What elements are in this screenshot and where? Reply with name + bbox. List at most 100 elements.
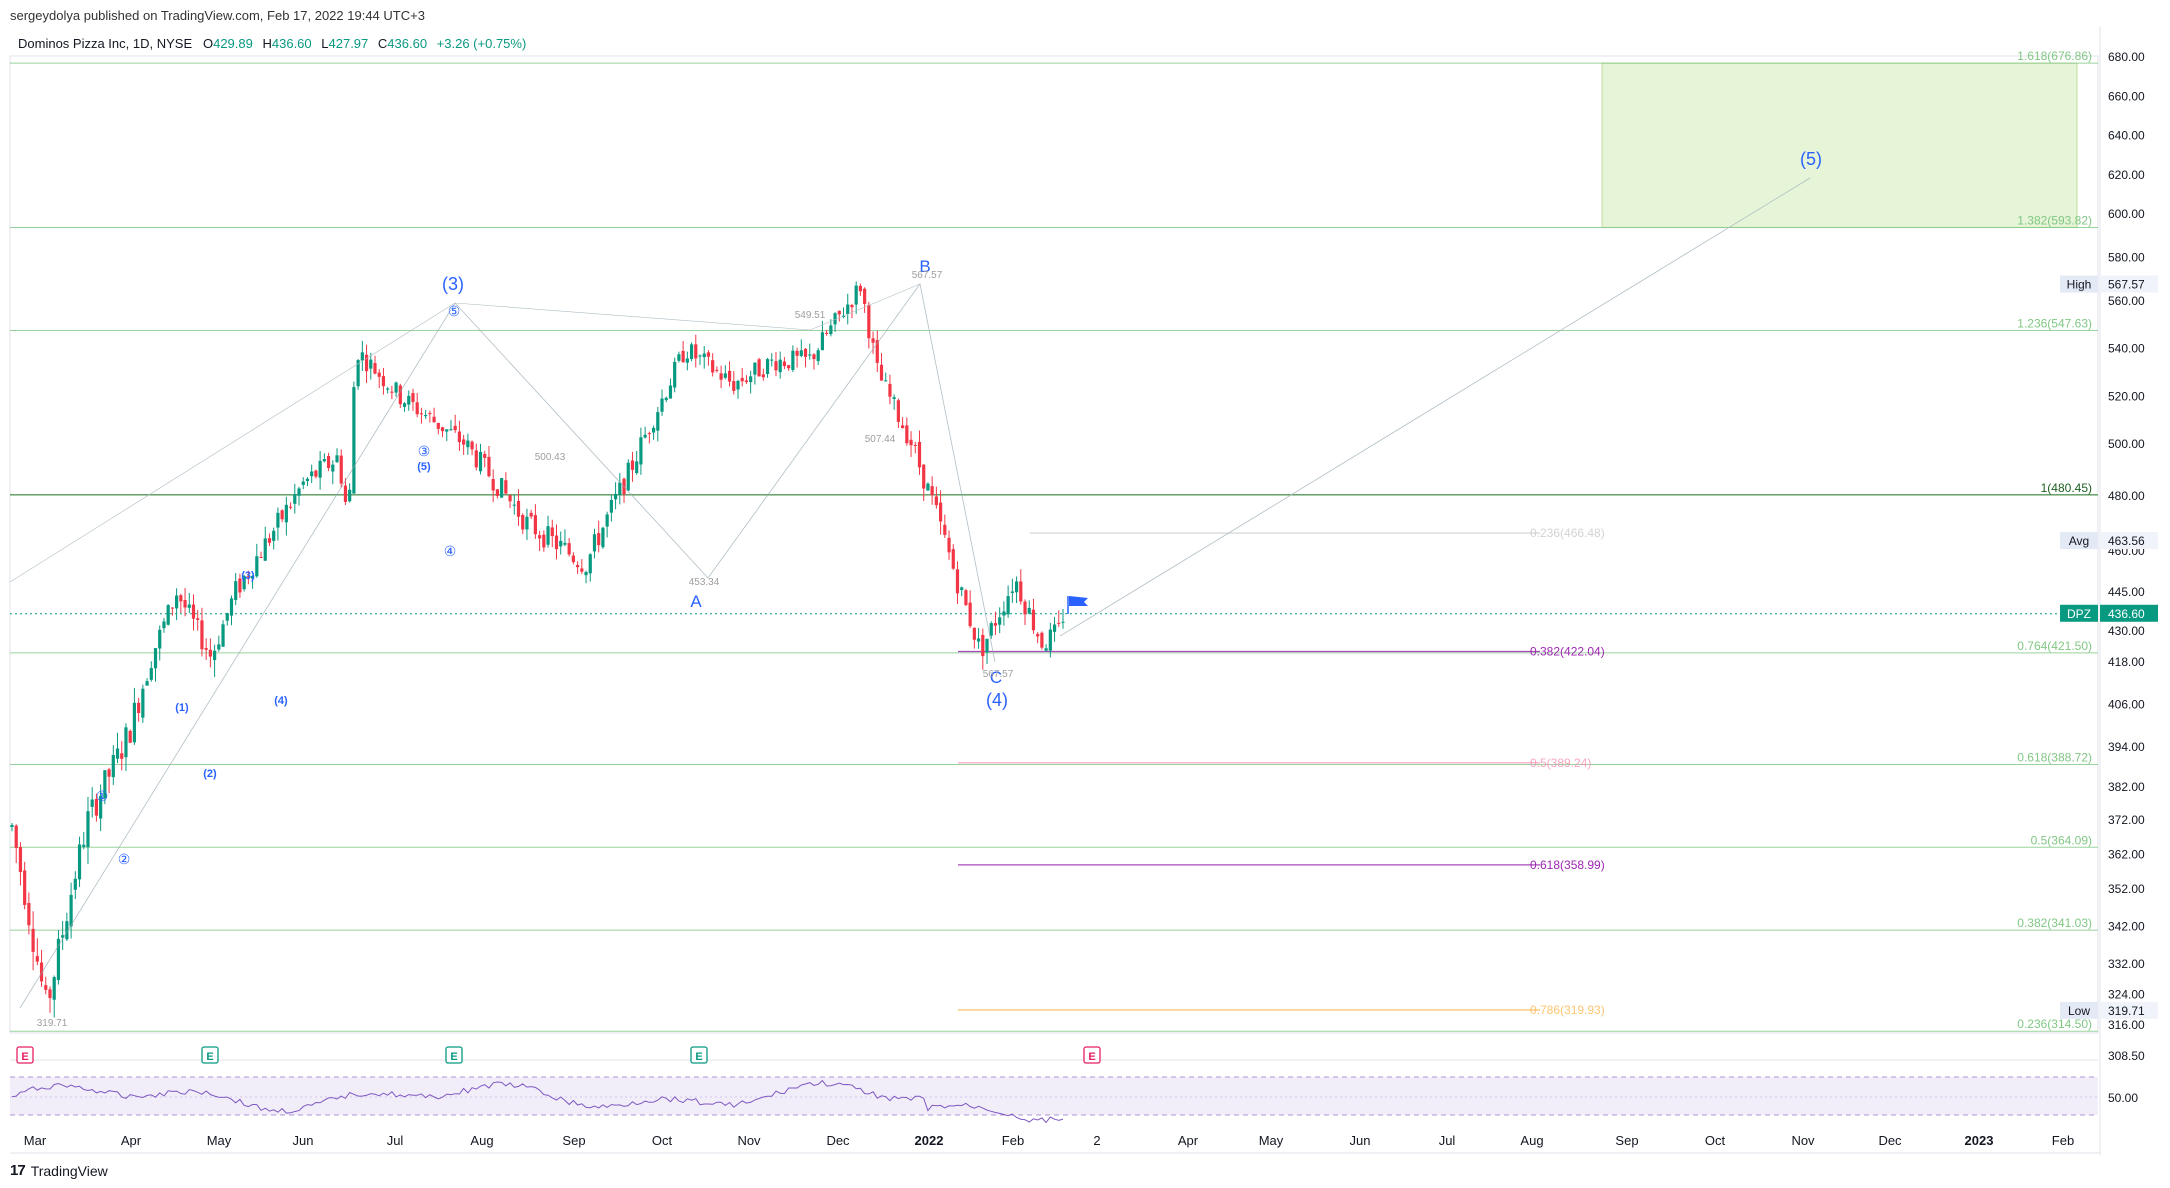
candle-body <box>360 352 364 361</box>
candle-body <box>550 527 554 537</box>
candle-body <box>787 365 791 369</box>
candle-body <box>972 627 976 640</box>
fib-extension-label: 0.382(341.03) <box>2017 916 2092 930</box>
channel-line-upper <box>9 302 456 583</box>
price-tag-value: 463.56 <box>2108 534 2145 548</box>
rsi-line <box>11 1079 1064 1124</box>
candle-body <box>73 878 77 890</box>
wave-label: (1) <box>175 702 189 714</box>
price-tag: DPZ 436.60 <box>2060 604 2158 622</box>
y-tick-label: 480.00 <box>2108 489 2145 503</box>
candle-body <box>1006 596 1010 615</box>
candle-body <box>795 350 799 356</box>
abc-line-2 <box>809 283 921 331</box>
candle-body <box>179 595 183 602</box>
candle-body <box>639 437 643 465</box>
candle-body <box>588 554 592 574</box>
candle-body <box>322 459 326 462</box>
candle-body <box>1002 611 1006 616</box>
candle-body <box>846 304 850 314</box>
candle-body <box>858 285 862 292</box>
candle-body <box>664 397 668 401</box>
candle-body <box>656 412 660 431</box>
x-tick-label: Oct <box>652 1133 673 1148</box>
x-tick-label: 2022 <box>915 1133 944 1148</box>
x-tick-label: Nov <box>1791 1133 1815 1148</box>
candle-body <box>424 415 428 417</box>
publisher-line: sergeydolya published on TradingView.com… <box>10 8 425 23</box>
candle-body <box>263 538 267 561</box>
candle-body <box>791 350 795 370</box>
candle-body <box>698 355 702 357</box>
fib-retracement-label: 0.786(319.93) <box>1530 1003 1605 1017</box>
candle-body <box>909 439 913 446</box>
candle-body <box>981 634 985 657</box>
wave5-projection-line <box>1059 177 1811 637</box>
candle-body <box>521 515 525 530</box>
candle-body <box>575 565 580 568</box>
pivot-price-label: 567.57 <box>983 669 1014 680</box>
candle-body <box>10 825 14 827</box>
candle-body <box>1061 621 1065 623</box>
candle-body <box>225 613 229 621</box>
candle-body <box>715 369 719 371</box>
price-tag: High 567.57 <box>2060 275 2158 293</box>
candle-body <box>774 361 778 371</box>
candle-body <box>820 332 825 351</box>
candle-body <box>474 450 478 468</box>
candle-body <box>386 388 390 390</box>
candle-body <box>65 921 69 940</box>
x-tick-label: Nov <box>737 1133 761 1148</box>
candle-body <box>213 650 217 661</box>
y-tick-label: 332.00 <box>2108 957 2145 971</box>
wave-label: ① <box>96 788 109 804</box>
candle-body <box>559 540 563 547</box>
candle-body <box>187 604 191 608</box>
candle-body <box>500 478 504 498</box>
candle-body <box>812 354 816 360</box>
candle-body <box>419 413 424 415</box>
candle-body <box>875 340 879 363</box>
candle-body <box>221 624 225 647</box>
candle-body <box>871 338 875 343</box>
candle-body <box>533 515 537 535</box>
candle-body <box>52 977 56 1000</box>
candle-body <box>280 510 284 520</box>
candle-body <box>673 361 677 388</box>
earnings-marker: E <box>445 1046 463 1064</box>
candle-body <box>635 461 639 474</box>
x-tick-label: Aug <box>1520 1133 1543 1148</box>
candle-body <box>284 504 288 523</box>
fib-extension-label: 1.618(676.86) <box>2017 49 2092 63</box>
rsi-band <box>10 1077 2098 1115</box>
candle-body <box>56 938 61 981</box>
x-tick-label: Dec <box>1878 1133 1902 1148</box>
earnings-letter: E <box>21 1051 28 1063</box>
candle-body <box>90 799 94 807</box>
candle-body <box>305 478 310 482</box>
earnings-badge <box>201 1046 219 1064</box>
candle-body <box>867 304 871 339</box>
candle-body <box>618 482 622 495</box>
wave-label: ③ <box>418 443 431 459</box>
price-tag-value-bg <box>2100 275 2158 293</box>
fib-extension-label: 1.236(547.63) <box>2017 316 2092 330</box>
candle-body <box>495 489 500 496</box>
candle-body <box>1027 607 1031 614</box>
candle-body <box>677 354 681 361</box>
candle-body <box>466 440 470 448</box>
candle-body <box>702 353 706 358</box>
y-tick-label: 382.00 <box>2108 780 2145 794</box>
candle-body <box>250 575 255 579</box>
tradingview-footer[interactable]: 17 TradingView <box>10 1162 108 1179</box>
candle-body <box>14 825 18 848</box>
close-value: 436.60 <box>387 36 428 51</box>
x-tick-label: May <box>1259 1133 1284 1148</box>
candle-body <box>99 795 103 819</box>
candle-body <box>753 362 757 375</box>
candle-body <box>238 578 242 593</box>
candle-body <box>111 755 115 778</box>
rsi-axis-label: 50.00 <box>2108 1091 2138 1105</box>
candle-body <box>267 538 272 543</box>
